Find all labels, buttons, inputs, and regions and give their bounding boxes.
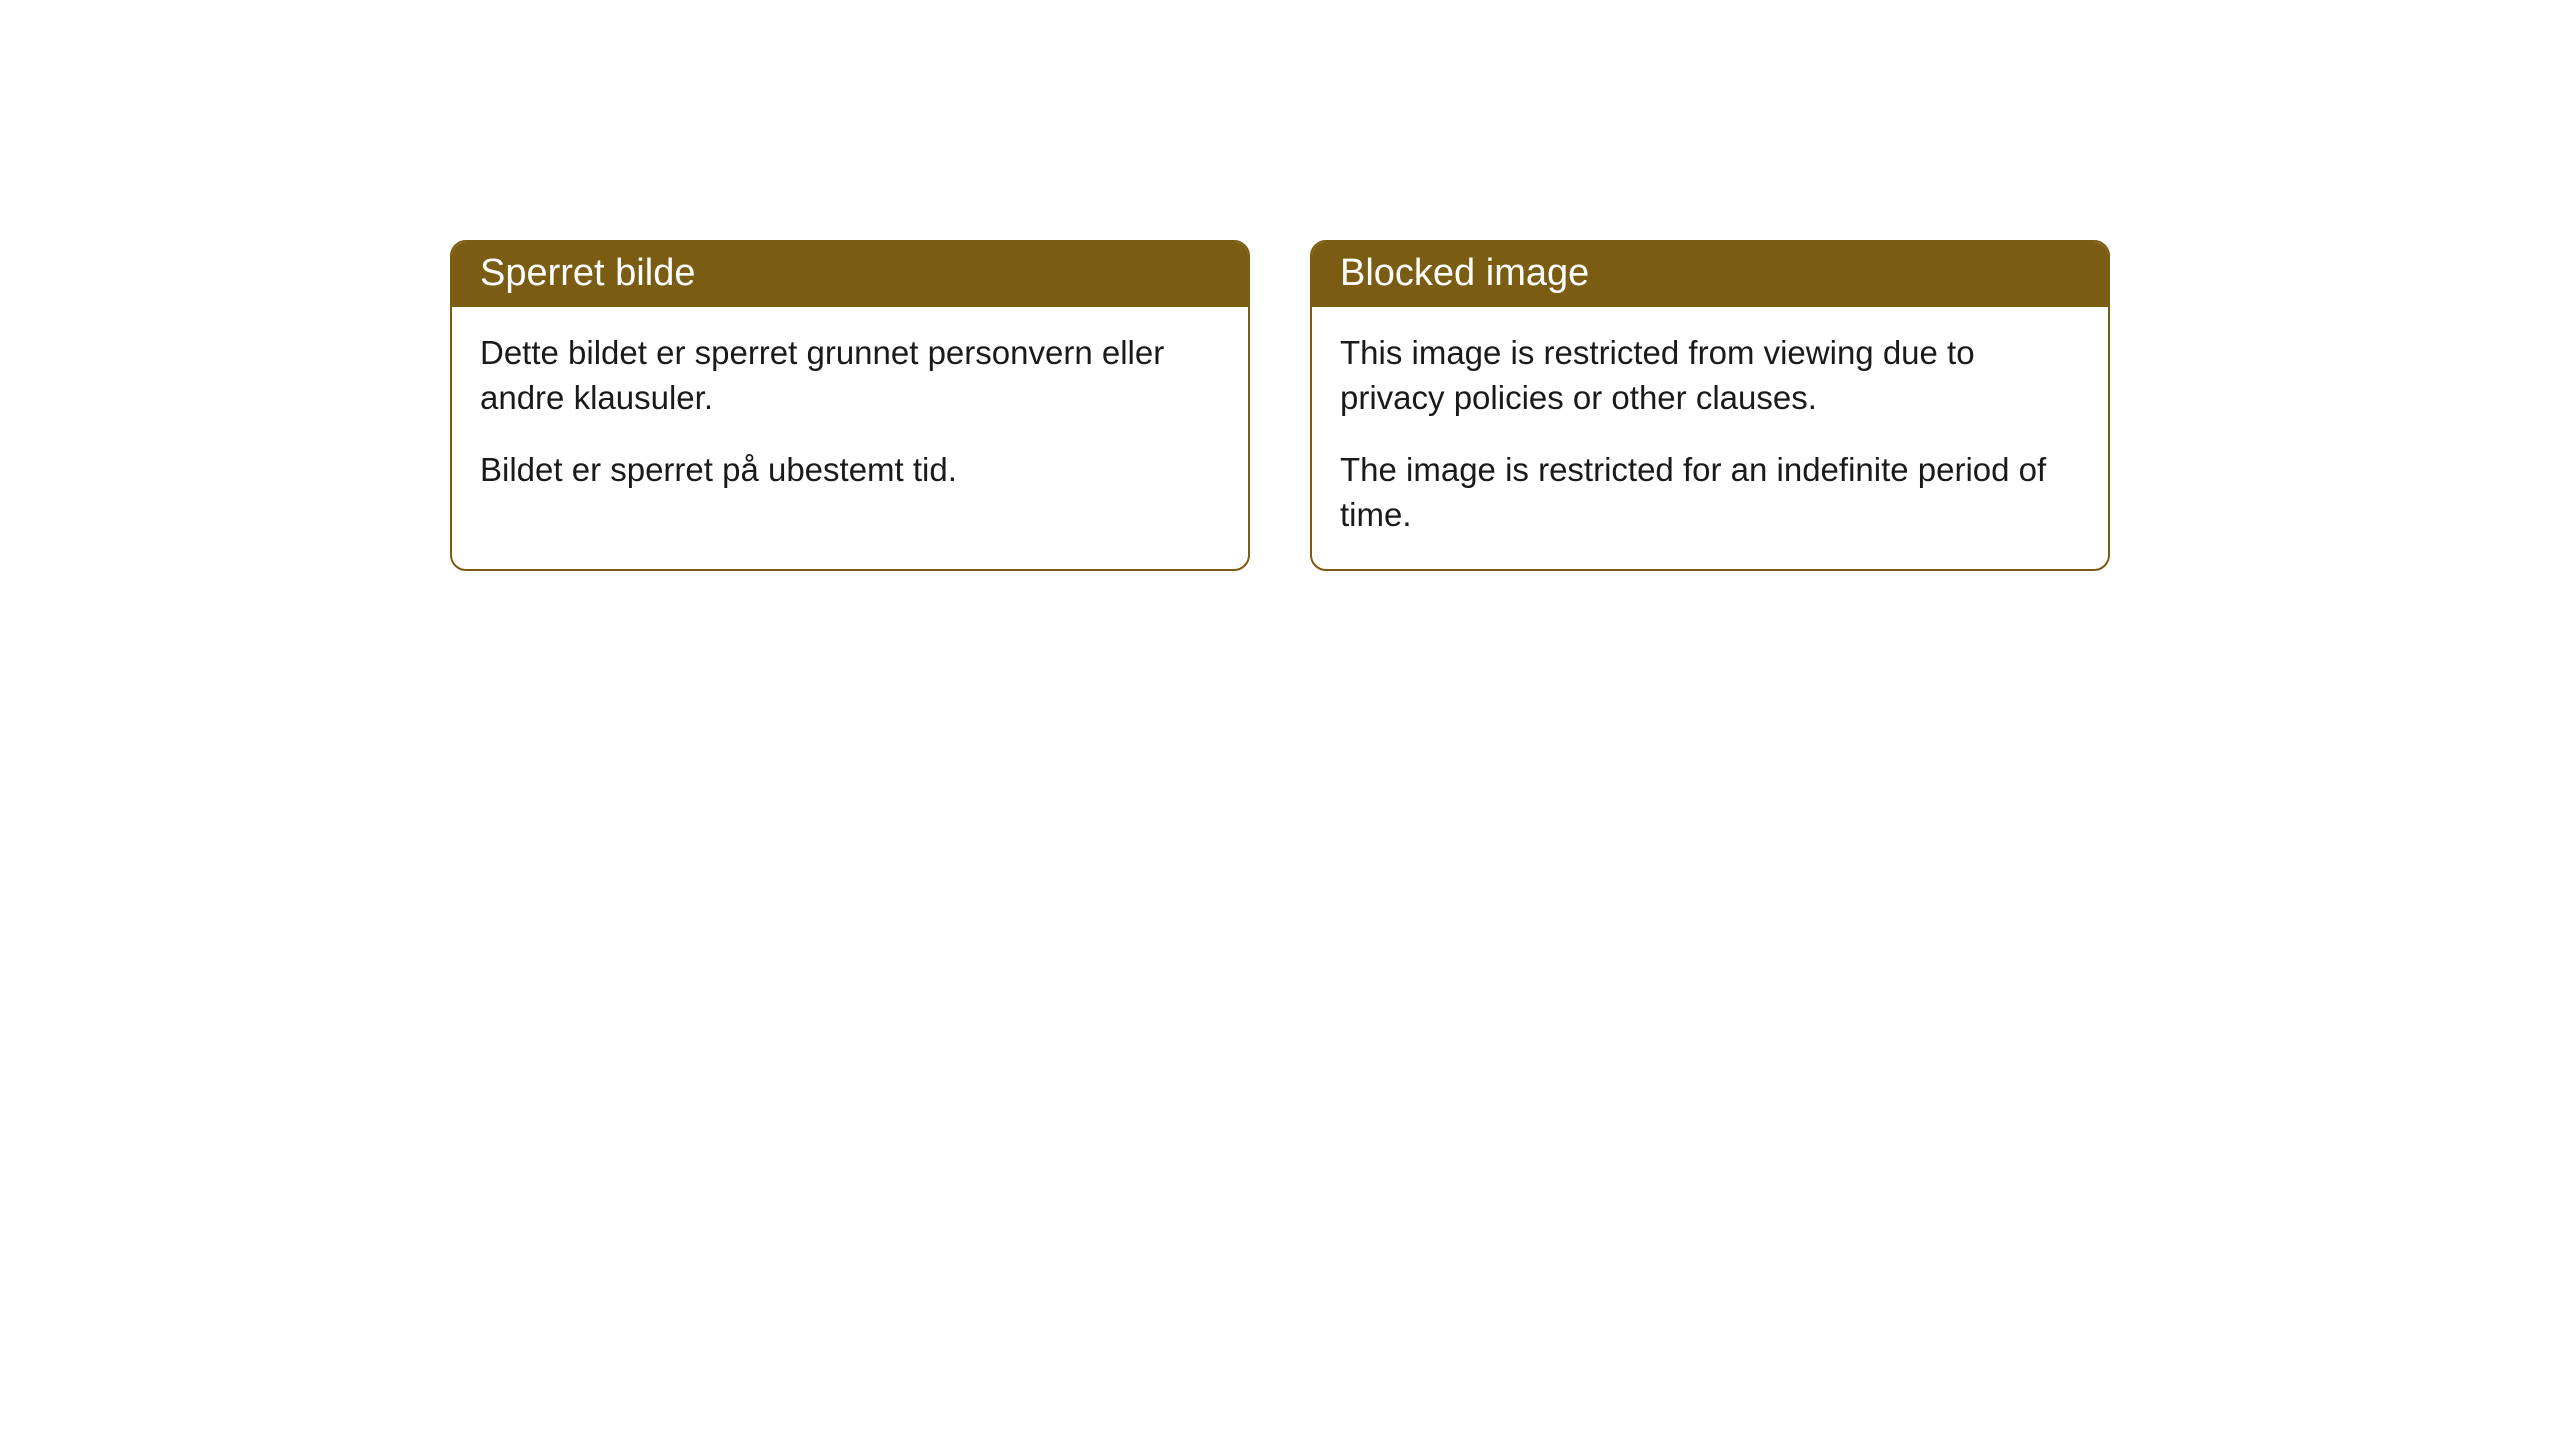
card-body: Dette bildet er sperret grunnet personve… bbox=[452, 307, 1248, 525]
card-paragraph-2: The image is restricted for an indefinit… bbox=[1340, 448, 2080, 537]
notice-cards-container: Sperret bilde Dette bildet er sperret gr… bbox=[450, 240, 2110, 571]
card-title: Blocked image bbox=[1340, 252, 1589, 294]
card-header: Sperret bilde bbox=[452, 242, 1248, 307]
notice-card-norwegian: Sperret bilde Dette bildet er sperret gr… bbox=[450, 240, 1250, 571]
card-paragraph-2: Bildet er sperret på ubestemt tid. bbox=[480, 448, 1220, 493]
card-paragraph-1: This image is restricted from viewing du… bbox=[1340, 331, 2080, 420]
notice-card-english: Blocked image This image is restricted f… bbox=[1310, 240, 2110, 571]
card-title: Sperret bilde bbox=[480, 252, 695, 294]
card-header: Blocked image bbox=[1312, 242, 2108, 307]
card-body: This image is restricted from viewing du… bbox=[1312, 307, 2108, 569]
card-paragraph-1: Dette bildet er sperret grunnet personve… bbox=[480, 331, 1220, 420]
